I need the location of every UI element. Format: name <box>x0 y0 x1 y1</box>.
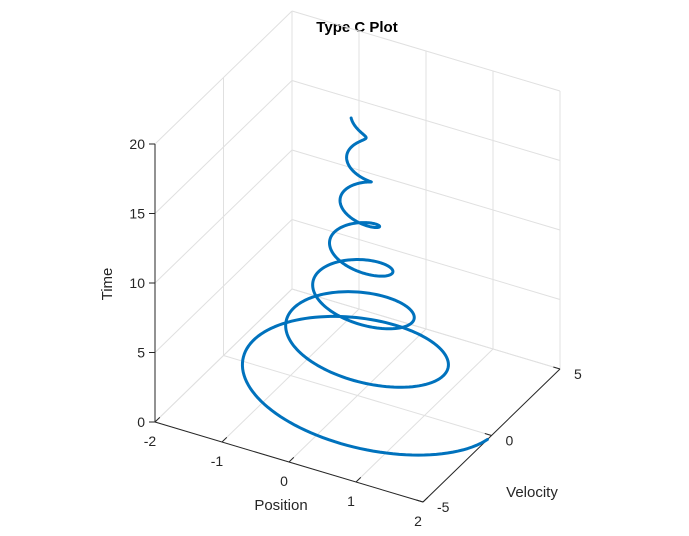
y-tick-label: -5 <box>437 499 450 515</box>
z-axis-title: Time <box>99 268 116 301</box>
z-tick-label: 10 <box>129 275 145 291</box>
grid-line <box>291 80 561 161</box>
axes <box>149 143 561 503</box>
grid-line <box>291 219 561 300</box>
y-tick-label: 5 <box>574 366 582 382</box>
x-axis-title: Position <box>254 497 307 514</box>
grid-line <box>291 149 561 231</box>
grid-line <box>291 10 561 92</box>
x-tick <box>288 456 295 463</box>
y-tick-label: 0 <box>506 433 514 449</box>
x-tick-label: -1 <box>211 453 224 469</box>
grid-line <box>154 149 293 284</box>
y-tick <box>553 366 561 370</box>
y-tick <box>416 499 424 503</box>
y-tick <box>484 433 492 436</box>
z-tick-label: 0 <box>137 414 145 430</box>
z-tick-label: 15 <box>129 206 145 222</box>
z-tick-label: 5 <box>137 345 145 361</box>
series-curve-group <box>240 116 489 457</box>
grid-lines <box>154 10 561 503</box>
x-tick <box>154 416 161 423</box>
grid-line <box>154 219 293 353</box>
tick-labels: -2 -1 0 1 2 -5 0 5 0 5 10 15 20 <box>129 136 582 529</box>
series-line <box>240 116 489 457</box>
x-tick-label: 2 <box>414 513 422 529</box>
x-tick <box>422 496 429 503</box>
x-tick <box>355 476 362 483</box>
x-tick-label: -2 <box>144 433 157 449</box>
grid-line <box>154 80 293 214</box>
chart-title: Type C Plot <box>316 19 397 36</box>
grid-line <box>291 288 561 370</box>
z-tick-label: 20 <box>129 136 145 152</box>
grid-line <box>154 288 293 423</box>
grid-line <box>223 355 492 436</box>
x-tick <box>221 436 228 443</box>
x-tick-label: 0 <box>280 473 288 489</box>
x-tick-label: 1 <box>347 493 355 509</box>
y-axis-title: Velocity <box>506 484 558 501</box>
grid-line <box>154 10 293 145</box>
